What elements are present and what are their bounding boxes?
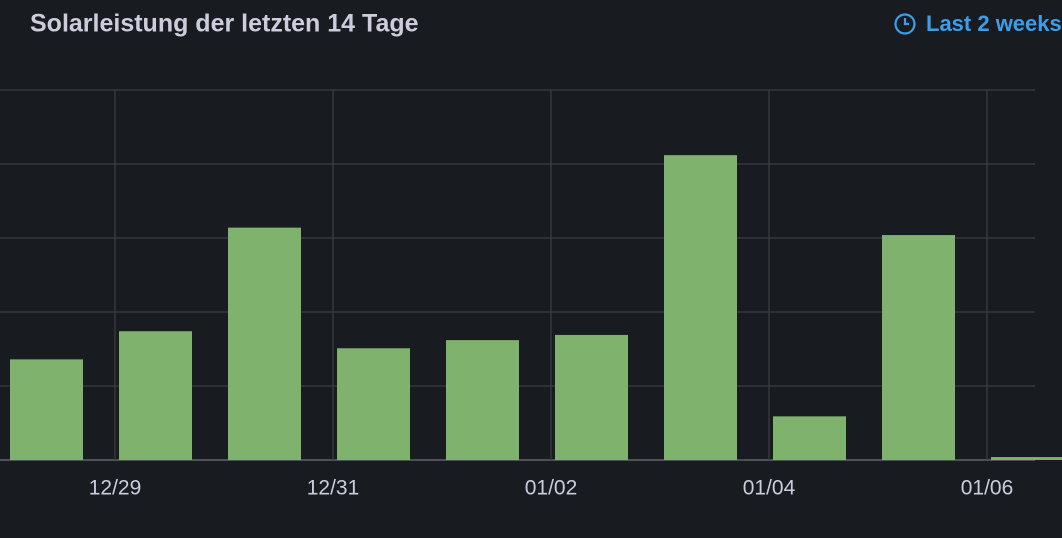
time-range[interactable]: Last 2 weeks (926, 11, 1062, 36)
bar (773, 416, 846, 460)
bar (882, 235, 955, 460)
bar (337, 348, 410, 460)
bar (10, 359, 83, 460)
panel-title: Solarleistung der letzten 14 Tage (30, 10, 419, 38)
clock-icon (894, 13, 916, 35)
time-range-picker[interactable]: Last 2 weeks (894, 11, 1062, 36)
x-tick-label: 01/02 (525, 477, 578, 500)
bar (119, 331, 192, 460)
x-tick-label: 01/04 (743, 477, 796, 500)
bar (991, 457, 1062, 460)
x-tick-label: 12/29 (89, 477, 142, 500)
x-tick-label: 01/06 (961, 477, 1014, 500)
bar (555, 334, 628, 460)
bar (446, 340, 519, 460)
clock-hands (903, 18, 909, 26)
bar (664, 155, 737, 460)
bar (228, 227, 301, 460)
x-tick-label: 12/31 (307, 477, 360, 500)
